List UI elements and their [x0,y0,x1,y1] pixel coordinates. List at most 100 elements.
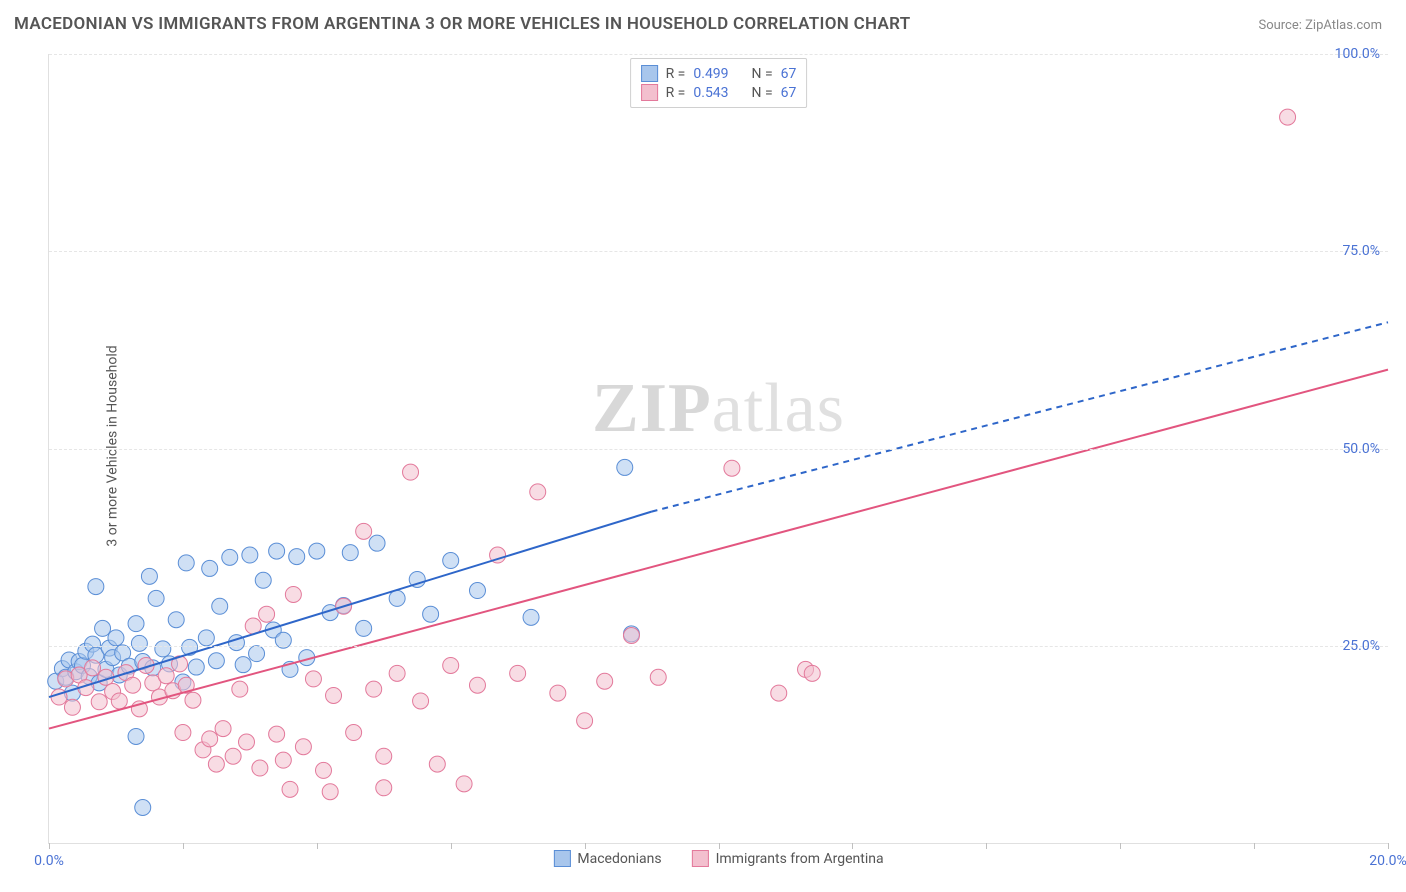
x-tick [986,843,987,849]
scatter-point [389,590,405,606]
scatter-point [771,685,787,701]
scatter-point [376,748,392,764]
scatter-point [148,590,164,606]
scatter-point [403,464,419,480]
scatter-point [175,725,191,741]
series-legend: Macedonians Immigrants from Argentina [553,850,883,867]
gridline-h [49,449,1388,450]
x-tick [183,843,184,849]
scatter-point [128,728,144,744]
x-tick-label: 20.0% [1369,853,1406,869]
scatter-point [108,630,124,646]
scatter-point [1280,109,1296,125]
x-tick [1388,843,1389,849]
scatter-point [85,660,101,676]
x-tick [1254,843,1255,849]
scatter-point [469,583,485,599]
scatter-point [269,543,285,559]
r-value: 0.499 [693,66,728,82]
scatter-point [804,665,820,681]
scatter-point [510,665,526,681]
scatter-point [275,752,291,768]
scatter-point [389,665,405,681]
scatter-point [289,549,305,565]
gridline-h [49,251,1388,252]
scatter-point [235,657,251,673]
scatter-point [456,776,472,792]
scatter-point [88,579,104,595]
series-legend-item: Macedonians [553,850,661,867]
legend-swatch [641,65,658,82]
n-label: N = [752,66,773,82]
source-label: Source: ZipAtlas.com [1258,18,1382,33]
scatter-point [239,734,255,750]
scatter-point [135,799,151,815]
scatter-point [125,677,141,693]
scatter-point [249,646,265,662]
series-legend-label: Macedonians [577,851,661,867]
scatter-point [469,677,485,693]
legend-swatch [641,84,658,101]
x-tick [1120,843,1121,849]
scatter-point [64,699,80,715]
scatter-point [208,653,224,669]
scatter-point [202,731,218,747]
scatter-point [523,609,539,625]
scatter-point [185,692,201,708]
scatter-point [168,612,184,628]
y-tick-label: 25.0% [1342,638,1380,654]
scatter-point [95,620,111,636]
scatter-point [232,681,248,697]
n-label: N = [752,85,773,101]
scatter-point [282,781,298,797]
scatter-point [550,685,566,701]
scatter-point [356,523,372,539]
scatter-point [305,671,321,687]
y-tick-label: 100.0% [1335,46,1380,62]
r-label: R = [666,85,686,101]
scatter-point [530,484,546,500]
x-tick [451,843,452,849]
scatter-point [141,568,157,584]
x-tick-label: 0.0% [34,853,64,869]
legend-swatch [553,850,570,867]
scatter-point [342,545,358,561]
gridline-h [49,646,1388,647]
scatter-point [413,693,429,709]
scatter-point [188,659,204,675]
scatter-point [346,725,362,741]
scatter-point [225,748,241,764]
scatter-point [443,553,459,569]
scatter-point [356,620,372,636]
y-tick-label: 75.0% [1342,243,1380,259]
scatter-point [111,693,127,709]
scatter-point [315,762,331,778]
trend-line-extrapolated [652,322,1388,511]
n-value: 67 [781,85,797,101]
legend-swatch [692,850,709,867]
scatter-point [650,669,666,685]
series-legend-label: Immigrants from Argentina [716,851,884,867]
scatter-point [252,760,268,776]
series-legend-item: Immigrants from Argentina [692,850,884,867]
scatter-point [443,657,459,673]
trend-line [49,512,652,697]
x-tick [585,843,586,849]
scatter-point [259,606,275,622]
scatter-point [155,641,171,657]
scatter-point [269,726,285,742]
r-value: 0.543 [693,85,728,101]
x-tick [49,843,50,849]
scatter-point [423,606,439,622]
scatter-point [212,598,228,614]
n-value: 67 [781,66,797,82]
scatter-point [597,673,613,689]
scatter-point [131,635,147,651]
scatter-point [295,739,311,755]
scatter-point [429,756,445,772]
corr-legend-row: R = 0.543 N = 67 [641,83,797,102]
scatter-point [322,784,338,800]
scatter-point [208,756,224,772]
scatter-point [724,460,740,476]
scatter-point [128,616,144,632]
